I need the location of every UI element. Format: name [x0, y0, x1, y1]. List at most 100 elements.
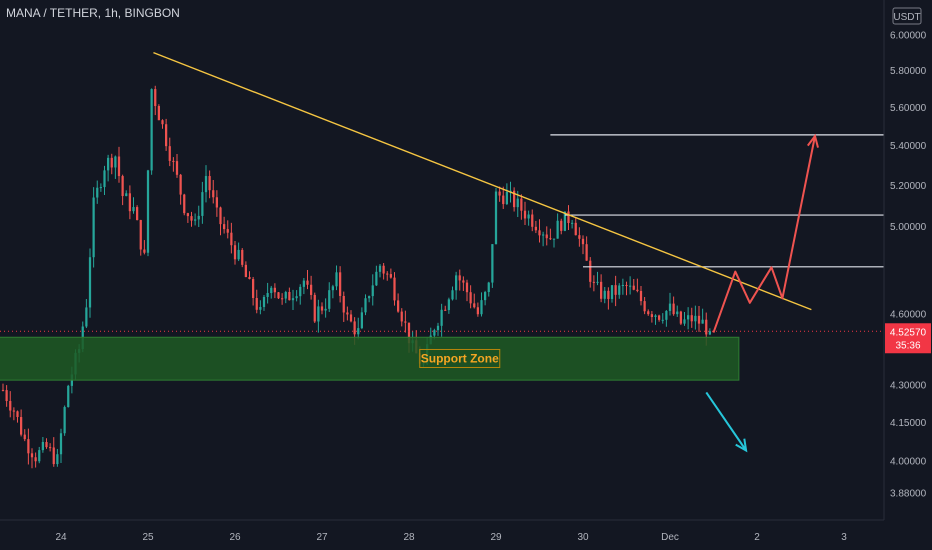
candle-body — [498, 191, 501, 196]
time-tick-label: 29 — [490, 532, 502, 543]
candle-body — [375, 271, 378, 286]
candle-body — [121, 176, 124, 197]
candle-body — [306, 280, 309, 285]
candle-body — [342, 295, 345, 313]
candle-body — [484, 292, 487, 301]
candle-body — [295, 296, 298, 299]
candle-body — [487, 282, 490, 293]
candle-body — [502, 195, 505, 205]
candle-body — [683, 319, 686, 324]
candle-body — [596, 281, 599, 283]
candle-body — [143, 249, 146, 253]
candle-body — [335, 272, 338, 287]
candle-body — [658, 315, 661, 320]
candle-body — [571, 222, 574, 224]
currency-badge[interactable] — [892, 7, 922, 25]
candle-body — [5, 390, 8, 402]
candle-body — [252, 279, 255, 299]
candle-body — [262, 296, 266, 307]
candle-body — [665, 310, 668, 320]
candle-body — [581, 238, 585, 245]
bullish-projection-arrow-arrowhead — [807, 133, 819, 148]
candle-body — [92, 197, 95, 258]
candle-body — [567, 211, 570, 224]
candle-body — [45, 442, 48, 448]
candle-body — [313, 294, 316, 322]
candle-body — [647, 311, 650, 315]
time-tick-label: 30 — [577, 532, 589, 543]
candle-body — [436, 325, 440, 331]
candle-body — [241, 249, 244, 265]
candle-body — [603, 290, 606, 299]
candle-body — [687, 315, 690, 320]
candle-body — [157, 106, 160, 121]
candle-body — [697, 315, 701, 324]
candle-body — [614, 285, 617, 295]
candle-body — [237, 249, 240, 260]
candle-body — [194, 219, 197, 221]
candle-body — [585, 244, 588, 261]
candle-body — [494, 191, 498, 245]
candle-body — [117, 156, 121, 177]
candle-body — [110, 157, 113, 168]
candle-body — [168, 146, 171, 161]
candle-body — [99, 187, 102, 189]
candle-body — [204, 176, 208, 193]
candle-body — [534, 226, 537, 231]
candle-body — [310, 284, 313, 295]
candle-body — [513, 190, 516, 208]
candle-body — [542, 234, 545, 236]
candle-body — [201, 192, 204, 216]
candle-body — [563, 211, 566, 231]
candle-body — [625, 284, 628, 287]
candle-body — [273, 287, 276, 293]
candle-body — [186, 213, 189, 217]
candle-body — [244, 264, 247, 278]
candle-body — [259, 306, 262, 310]
candle-body — [465, 282, 469, 293]
candle-body — [20, 417, 23, 435]
candle-body — [520, 198, 523, 211]
support-zone-label-box — [419, 348, 501, 368]
price-axis[interactable]: 6.00000 5.80000 5.60000 5.40000 5.20000 5.000… — [883, 0, 932, 550]
candle-body — [389, 274, 392, 278]
candle-body — [27, 439, 30, 454]
price-axis-bg — [884, 0, 932, 550]
candle-body — [368, 296, 371, 299]
candle-body — [52, 447, 55, 465]
candle-body — [331, 286, 334, 291]
candle-body — [455, 275, 458, 291]
candle-body — [248, 277, 251, 280]
candle-body — [59, 433, 63, 455]
candle-body — [531, 214, 534, 227]
price-tick-label: 5.40000 — [890, 141, 927, 152]
candle-body — [538, 230, 541, 236]
candle-body — [560, 220, 563, 231]
candle-body — [679, 311, 682, 324]
candle-body — [154, 89, 157, 107]
candle-countdown: 35:36 — [895, 340, 920, 351]
candle-body — [317, 306, 320, 322]
bearish-projection-arrow-arrowhead — [735, 438, 748, 453]
candle-body — [694, 315, 697, 322]
candle-body — [281, 298, 284, 300]
candle-body — [302, 280, 305, 287]
candle-body — [462, 280, 465, 283]
candle-body — [223, 224, 226, 230]
bullish-projection-arrow — [712, 135, 816, 333]
candle-body — [197, 215, 200, 220]
candle-body — [610, 285, 614, 299]
candle-body — [690, 315, 693, 322]
time-tick-label: Dec — [661, 532, 679, 543]
price-tick-label: 4.15000 — [890, 418, 927, 429]
candle-body — [447, 299, 450, 311]
time-axis[interactable]: 24 25 26 27 28 29 30 Dec 2 3 — [0, 519, 884, 543]
candle-body — [516, 198, 519, 208]
candle-body — [266, 293, 269, 297]
candle-body — [165, 124, 168, 147]
candle-body — [226, 229, 229, 233]
candle-body — [393, 277, 396, 301]
candles — [1, 85, 711, 469]
candle-body — [476, 307, 479, 315]
